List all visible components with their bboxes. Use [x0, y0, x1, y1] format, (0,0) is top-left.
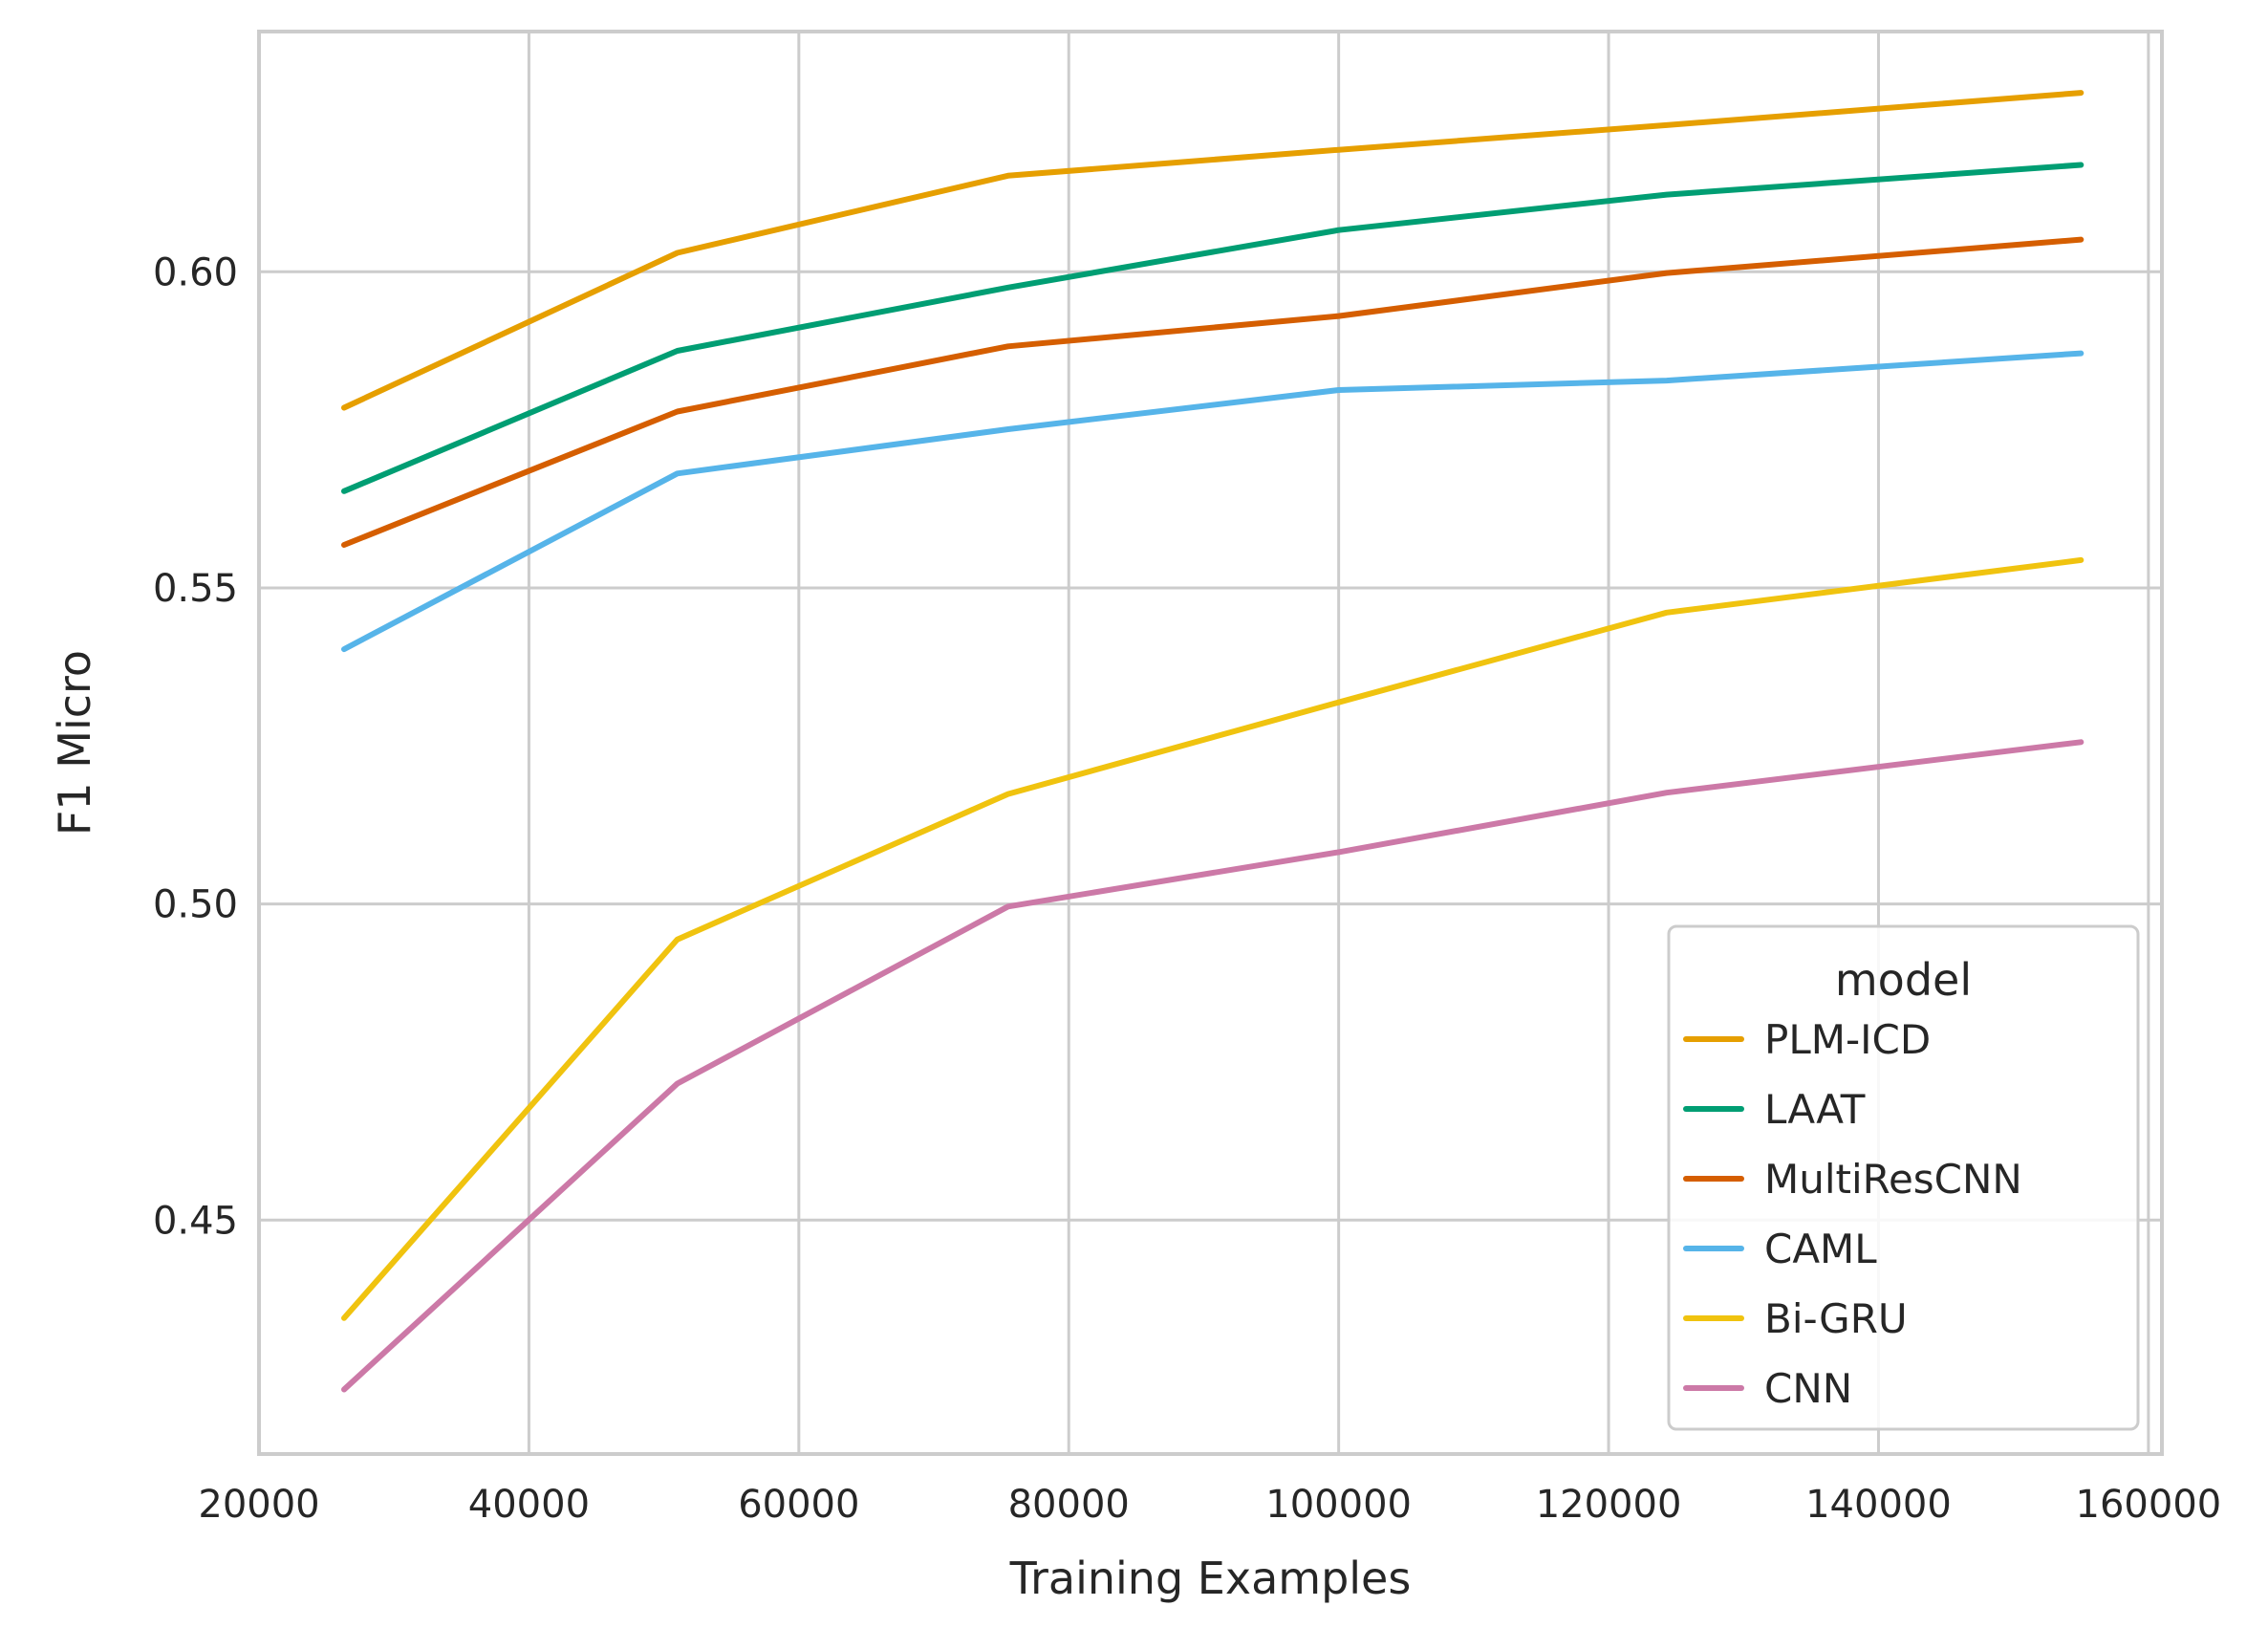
legend-label: CNN: [1764, 1365, 1852, 1412]
legend-item: MultiResCNN: [1683, 1156, 2022, 1203]
series-line-plm-icd: [341, 90, 2084, 411]
legend-label: Bi-GRU: [1764, 1295, 1908, 1342]
legend-item: Bi-GRU: [1683, 1295, 1908, 1342]
legend-item: CNN: [1683, 1365, 1852, 1412]
legend-label: MultiResCNN: [1764, 1156, 2022, 1203]
y-axis-ticks: 0.45 0.50 0.55 0.60: [153, 250, 238, 1243]
x-tick-label: 140000: [1805, 1483, 1952, 1527]
legend-item: CAML: [1683, 1226, 1877, 1272]
x-tick-label: 80000: [1008, 1483, 1130, 1527]
x-axis-title: Training Examples: [1009, 1552, 1412, 1604]
y-axis-title: F1 Micro: [49, 650, 100, 836]
legend-item: PLM-ICD: [1683, 1016, 1931, 1063]
legend-item: LAAT: [1683, 1086, 1866, 1133]
x-tick-label: 120000: [1536, 1483, 1682, 1527]
x-axis-ticks: 20000 40000 60000 80000 100000 120000 140000 16…: [198, 1483, 2221, 1527]
legend-items: PLM-ICD LAAT MultiResCNN CAML Bi-GRU CNN: [1683, 1016, 2022, 1412]
series-line-laat: [341, 162, 2084, 494]
series-line-cnn: [341, 739, 2084, 1393]
legend: model PLM-ICD LAAT MultiResCNN CAML Bi-GRU CN…: [1667, 924, 2140, 1431]
x-tick-label: 100000: [1265, 1483, 1412, 1527]
y-tick-label: 0.55: [153, 567, 238, 611]
x-tick-label: 60000: [738, 1483, 859, 1527]
legend-label: PLM-ICD: [1764, 1016, 1931, 1063]
legend-title: model: [1835, 954, 1972, 1006]
y-tick-label: 0.60: [153, 250, 238, 294]
y-tick-label: 0.50: [153, 883, 238, 927]
legend-label: CAML: [1764, 1226, 1877, 1272]
legend-box: [1667, 924, 2140, 1431]
x-tick-label: 40000: [468, 1483, 590, 1527]
series-lines: [341, 90, 2084, 1393]
x-tick-label: 20000: [198, 1483, 319, 1527]
y-tick-label: 0.45: [153, 1199, 238, 1243]
legend-label: LAAT: [1764, 1086, 1866, 1133]
plot-frame: [257, 30, 2164, 1456]
series-line-caml: [341, 350, 2084, 653]
series-line-multirescnn: [341, 236, 2084, 548]
series-line-bi-gru: [341, 556, 2084, 1321]
x-tick-label: 160000: [2076, 1483, 2222, 1527]
